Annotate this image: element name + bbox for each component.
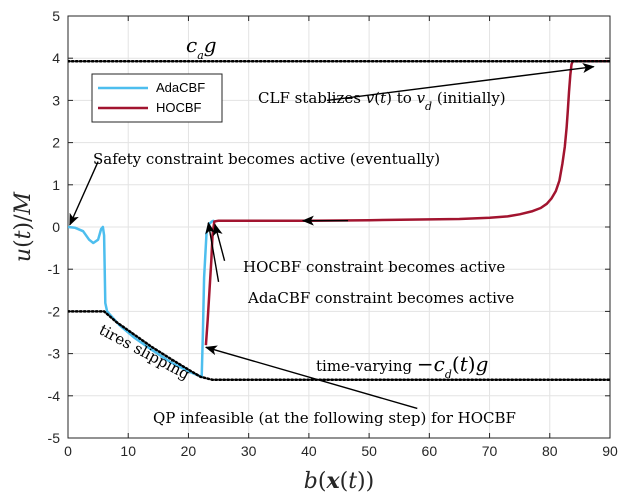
annotation-arrow <box>326 63 595 102</box>
annotation-safety: Safety constraint becomes active (eventu… <box>93 150 440 168</box>
series-group <box>68 59 610 382</box>
annotations: cag CLF stablizes v(t) to vd (initially) S… <box>69 33 595 427</box>
y-tick-label: 4 <box>52 50 60 66</box>
annotation-qp-infeasible: QP infeasible (at the following step) fo… <box>153 409 516 427</box>
legend-label-adacbf: AdaCBF <box>156 80 205 95</box>
x-tick-label: 90 <box>602 443 618 459</box>
annotation-ca-g: cag <box>186 33 217 62</box>
annotation-arrow <box>204 345 418 410</box>
series-hocbf-line <box>204 59 610 346</box>
x-tick-label: 50 <box>361 443 377 459</box>
x-tick-label: 0 <box>64 443 72 459</box>
x-tick-label: 40 <box>301 443 317 459</box>
annotation-arrow <box>212 223 226 261</box>
x-axis-label: b(x(t)) <box>304 468 374 494</box>
legend-box <box>91 73 223 123</box>
y-tick-label: -5 <box>48 430 61 446</box>
annotation-arrow <box>69 161 99 226</box>
y-tick-label: 3 <box>52 92 60 108</box>
legend-label-hocbf: HOCBF <box>156 100 202 115</box>
x-tick-label: 30 <box>241 443 257 459</box>
annotation-clf: CLF stablizes v(t) to vd (initially) <box>258 89 506 113</box>
y-tick-label: 2 <box>52 135 60 151</box>
y-tick-label: -1 <box>48 261 61 277</box>
annotation-hocbf-active: HOCBF constraint becomes active <box>243 258 505 276</box>
x-tick-label: 60 <box>422 443 438 459</box>
x-tick-label: 10 <box>120 443 136 459</box>
x-tick-label: 20 <box>181 443 197 459</box>
y-tick-label: -4 <box>48 388 61 404</box>
y-tick-label: -3 <box>48 346 61 362</box>
y-tick-label: -2 <box>48 303 61 319</box>
legend: AdaCBF HOCBF <box>91 73 223 123</box>
series-cd-g-limit-line <box>68 310 610 382</box>
annotation-tires-slipping: tires slipping <box>96 321 193 384</box>
ticks: 0 10 20 30 40 50 60 70 80 90 -5 -4 -3 -2 -1 0 1 2 3 4 5 <box>48 8 618 459</box>
y-tick-label: 5 <box>52 8 60 24</box>
y-tick-label: 1 <box>52 177 60 193</box>
x-tick-label: 80 <box>542 443 558 459</box>
annotation-adacbf-active: AdaCBF constraint becomes active <box>247 289 514 307</box>
y-tick-label: 0 <box>52 219 60 235</box>
annotation-arrow <box>205 221 220 282</box>
annotation-time-varying: time-varying −cd(t)g <box>316 352 488 381</box>
x-tick-label: 70 <box>482 443 498 459</box>
y-axis-label: u(t)/M <box>11 191 36 262</box>
